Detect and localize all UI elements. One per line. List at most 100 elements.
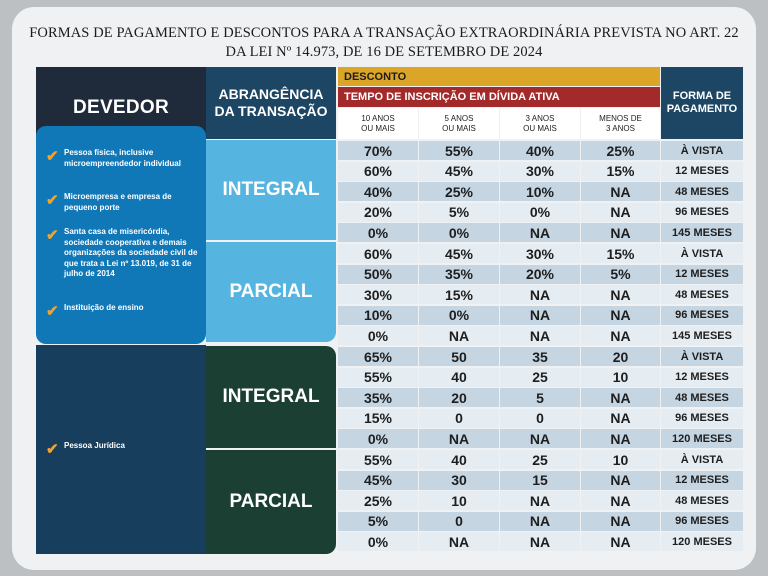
discount-cell: 20 — [581, 347, 660, 366]
pf-item-text: Microempresa e empresa de pequeno porte — [64, 192, 172, 212]
table-row: 70% 55% 40% 25% À VISTA — [338, 141, 743, 160]
discount-cell: 35% — [419, 264, 499, 284]
discount-cell: 0% — [338, 223, 418, 243]
discount-cell: 25% — [581, 141, 660, 160]
check-icon: ✔ — [46, 441, 59, 458]
table-row: 40% 25% 10% NA 48 MESES — [338, 182, 743, 202]
discount-cell: 30% — [500, 244, 580, 263]
pj-integral-label: INTEGRAL — [206, 346, 336, 448]
header-tempo-inscricao: TEMPO DE INSCRIÇÃO EM DÍVIDA ATIVA — [338, 87, 660, 107]
payment-form-cell: 96 MESES — [661, 511, 743, 531]
pf-parcial-label: PARCIAL — [206, 242, 336, 342]
pf-item-text: Santa casa de misericórdia, sociedade co… — [64, 227, 198, 278]
discount-cell: 55% — [419, 141, 499, 160]
discount-cell: NA — [500, 491, 580, 511]
payment-form-cell: 96 MESES — [661, 408, 743, 428]
pf-item-text: Pessoa física, inclusive microempreended… — [64, 148, 181, 168]
payment-form-cell: 145 MESES — [661, 326, 743, 346]
col-header-menos-3-anos: MENOS DE 3 ANOS — [581, 108, 660, 139]
payment-form-cell: À VISTA — [661, 141, 743, 160]
payment-form-cell: 48 MESES — [661, 182, 743, 202]
discount-cell: 25 — [500, 450, 580, 469]
payment-form-cell: 48 MESES — [661, 388, 743, 408]
pessoa-juridica-panel: ✔ Pessoa Jurídica — [36, 345, 206, 554]
col-header-line-2: 3 ANOS — [606, 123, 635, 133]
payment-form-cell: À VISTA — [661, 244, 743, 263]
discount-cell: 70% — [338, 141, 418, 160]
table-row: 50% 35% 20% 5% 12 MESES — [338, 264, 743, 284]
discount-cell: NA — [581, 388, 660, 408]
check-icon: ✔ — [46, 192, 59, 209]
payment-form-cell: 12 MESES — [661, 470, 743, 490]
discount-cell: 30 — [419, 470, 499, 490]
col-header-line-1: 5 ANOS — [444, 114, 474, 123]
discount-cell: 15% — [581, 244, 660, 263]
discount-cell: NA — [581, 429, 660, 449]
table-row: 30% 15% NA NA 48 MESES — [338, 285, 743, 305]
discount-cell: NA — [581, 491, 660, 511]
payment-form-cell: 12 MESES — [661, 161, 743, 181]
title-line-1: FORMAS DE PAGAMENTO E DESCONTOS PARA A T… — [29, 25, 739, 41]
discount-cell: 0 — [500, 408, 580, 428]
discount-cell: 10% — [500, 182, 580, 202]
col-header-line-1: 10 ANOS — [361, 114, 395, 123]
discount-cell: 5% — [581, 264, 660, 284]
payment-form-cell: 12 MESES — [661, 264, 743, 284]
payment-form-cell: 96 MESES — [661, 202, 743, 222]
header-abrangencia: ABRANGÊNCIA DA TRANSAÇÃO — [206, 67, 336, 139]
discount-cell: 0% — [338, 532, 418, 552]
discount-cell: 25% — [338, 491, 418, 511]
discount-cell: 50 — [419, 347, 499, 366]
table-row: 0% 0% NA NA 145 MESES — [338, 223, 743, 243]
title-line-2: DA LEI Nº 14.973, DE 16 DE SETEMBRO DE 2… — [225, 44, 543, 60]
header-desconto: DESCONTO — [338, 67, 660, 86]
discount-cell: 45% — [419, 161, 499, 181]
table-row: 15% 0 0 NA 96 MESES — [338, 408, 743, 428]
table-row: 65% 50 35 20 À VISTA — [338, 347, 743, 366]
discount-cell: NA — [581, 408, 660, 428]
col-header-line-2: OU MAIS — [523, 123, 557, 133]
discount-cell: 5% — [419, 202, 499, 222]
col-header-line-1: MENOS DE — [599, 114, 642, 123]
table-row: 35% 20 5 NA 48 MESES — [338, 388, 743, 408]
payment-form-cell: 48 MESES — [661, 491, 743, 511]
discount-cell: NA — [581, 511, 660, 531]
discount-cell: NA — [500, 429, 580, 449]
col-header-line-2: OU MAIS — [361, 123, 395, 133]
discount-cell: 55% — [338, 367, 418, 387]
discount-cell: 0% — [419, 305, 499, 325]
discount-cell: 10 — [419, 491, 499, 511]
table-row: 0% NA NA NA 145 MESES — [338, 326, 743, 346]
pessoa-fisica-panel: ✔ Pessoa física, inclusive microempreende… — [36, 126, 206, 344]
pf-item-pessoa-fisica: ✔ Pessoa física, inclusive microempreende… — [46, 148, 202, 169]
discount-cell: 15% — [338, 408, 418, 428]
discount-cell: 10 — [581, 450, 660, 469]
payment-form-cell: 48 MESES — [661, 285, 743, 305]
pf-item-instituicao-ensino: ✔ Instituição de ensino — [46, 303, 202, 319]
discount-cell: 0% — [338, 429, 418, 449]
payment-form-cell: 145 MESES — [661, 223, 743, 243]
pf-item-santa-casa: ✔ Santa casa de misericórdia, sociedade c… — [46, 227, 202, 280]
discount-cell: 45% — [419, 244, 499, 263]
discount-cell: 60% — [338, 161, 418, 181]
discount-cell: NA — [500, 326, 580, 346]
discount-cell: NA — [500, 223, 580, 243]
discount-cell: 0 — [419, 408, 499, 428]
discount-cell: NA — [581, 305, 660, 325]
col-header-10-anos: 10 ANOS OU MAIS — [338, 108, 418, 139]
discount-cell: 0% — [500, 202, 580, 222]
discount-cell: NA — [419, 532, 499, 552]
header-forma-pagamento: FORMA DE PAGAMENTO — [661, 67, 743, 139]
discount-cell: 30% — [338, 285, 418, 305]
payment-form-cell: 120 MESES — [661, 532, 743, 552]
col-header-3-anos: 3 ANOS OU MAIS — [500, 108, 580, 139]
col-header-line-1: 3 ANOS — [525, 114, 555, 123]
table-row: 60% 45% 30% 15% 12 MESES — [338, 161, 743, 181]
discount-cell: NA — [419, 429, 499, 449]
discount-cell: NA — [500, 285, 580, 305]
discount-cell: 15% — [581, 161, 660, 181]
discount-cell: 35% — [338, 388, 418, 408]
discount-cell: 20 — [419, 388, 499, 408]
discount-cell: 0% — [419, 223, 499, 243]
table-row: 45% 30 15 NA 12 MESES — [338, 470, 743, 490]
